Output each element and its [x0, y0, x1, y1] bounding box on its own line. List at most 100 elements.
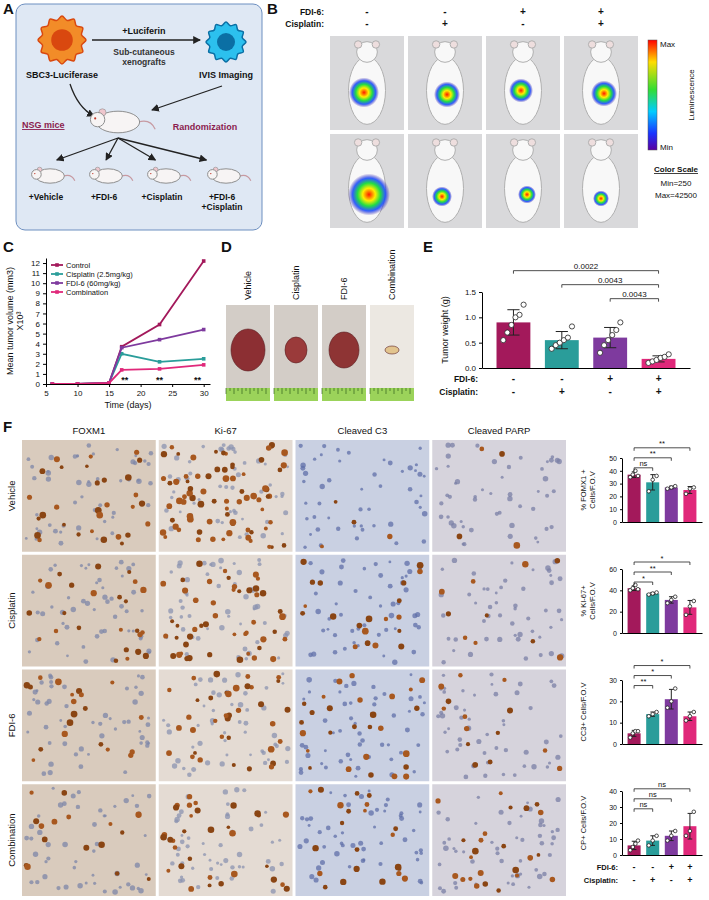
axis-line — [623, 855, 703, 856]
tick: 10 — [31, 279, 46, 288]
photo-background — [564, 36, 638, 130]
nucleus — [488, 605, 493, 610]
mouse-eye — [92, 173, 93, 174]
nucleus — [453, 881, 457, 885]
data-point — [692, 810, 696, 814]
ihc-background — [432, 440, 566, 552]
nucleus — [56, 886, 60, 890]
error-bar-cap — [669, 840, 674, 841]
stained-nucleus — [355, 791, 360, 796]
stained-nucleus — [193, 801, 198, 806]
nucleus — [30, 465, 34, 469]
bar — [628, 475, 641, 522]
mouse-ear — [510, 41, 517, 48]
tick-mark — [43, 354, 46, 355]
ivis-image — [330, 134, 404, 228]
nucleus — [191, 867, 194, 870]
nucleus — [125, 609, 129, 613]
nucleus — [446, 515, 450, 519]
nucleus — [219, 843, 223, 847]
data-point — [684, 719, 688, 723]
ivis-image — [564, 134, 638, 228]
stained-nucleus — [120, 830, 124, 834]
nucleus — [164, 508, 169, 513]
nucleus — [235, 672, 240, 677]
label: Cisplatin: — [285, 19, 324, 29]
stained-nucleus — [212, 499, 217, 504]
stained-nucleus — [221, 537, 225, 541]
data-point — [670, 700, 674, 704]
stained-nucleus — [555, 558, 560, 563]
stained-nucleus — [127, 570, 131, 574]
data-point — [501, 338, 506, 343]
nucleus — [378, 862, 382, 866]
nucleus — [343, 647, 347, 651]
stained-nucleus — [196, 537, 201, 542]
nucleus — [382, 655, 385, 658]
mouse-ear — [510, 139, 517, 146]
stained-nucleus — [300, 611, 305, 616]
nucleus — [454, 886, 458, 890]
stained-nucleus — [260, 508, 264, 512]
data-point — [651, 839, 655, 843]
tick: 30 — [609, 804, 622, 811]
nucleus — [484, 637, 489, 642]
text-line: % KI-67+ — [579, 585, 588, 617]
mouse-tail — [240, 175, 251, 180]
nucleus — [524, 656, 529, 661]
mouse-ear — [432, 139, 439, 146]
ruler-tick — [254, 388, 255, 391]
nucleus — [262, 751, 266, 755]
stained-nucleus — [557, 654, 563, 660]
nucleus — [36, 610, 40, 614]
data-point — [673, 484, 677, 488]
tick-label: 4 — [36, 340, 41, 349]
nucleus — [379, 841, 383, 845]
significance-label: ns — [649, 790, 657, 799]
nucleus — [457, 737, 462, 742]
ihc-image — [22, 440, 156, 552]
nucleus — [489, 672, 493, 676]
stained-nucleus — [137, 458, 142, 463]
tick-label: 9 — [36, 289, 41, 298]
ruler-tick — [386, 388, 387, 394]
mouse-body — [583, 155, 620, 223]
nucleus — [495, 592, 498, 595]
stained-nucleus — [417, 562, 424, 569]
panel-letter: E — [423, 238, 433, 255]
stained-nucleus — [513, 542, 520, 549]
tick: 40 — [609, 788, 622, 795]
stained-nucleus — [260, 636, 266, 642]
stained-nucleus — [538, 810, 544, 816]
label: Max=42500 — [655, 191, 698, 200]
tick: 30 — [609, 480, 622, 487]
tick: 1.0 — [465, 313, 482, 322]
nucleus — [170, 861, 174, 865]
stained-nucleus — [509, 805, 513, 809]
luminescence-signal — [348, 174, 390, 216]
nucleus — [145, 743, 149, 747]
label: + — [607, 373, 613, 384]
nucleus — [146, 503, 150, 507]
nucleus — [33, 690, 38, 695]
panel-a: +LuciferinSub-cutaneousxenograftsIVIS Im… — [16, 4, 262, 230]
ihc-image — [432, 555, 566, 667]
mouse-head — [148, 170, 158, 180]
tick-mark — [620, 496, 622, 497]
panel-letter: A — [3, 0, 14, 17]
stained-nucleus — [249, 530, 253, 534]
stained-nucleus — [278, 739, 283, 744]
stained-nucleus — [184, 474, 189, 479]
nucleus — [215, 519, 220, 524]
stained-nucleus — [224, 713, 229, 718]
stained-nucleus — [457, 534, 463, 540]
nucleus — [83, 659, 88, 664]
nucleus — [62, 684, 67, 689]
stained-nucleus — [244, 495, 250, 501]
nucleus — [116, 448, 119, 451]
nucleus — [74, 752, 78, 756]
stained-nucleus — [463, 636, 468, 641]
arrow — [57, 138, 118, 160]
stained-nucleus — [227, 735, 231, 739]
panel-letter: D — [221, 238, 232, 255]
